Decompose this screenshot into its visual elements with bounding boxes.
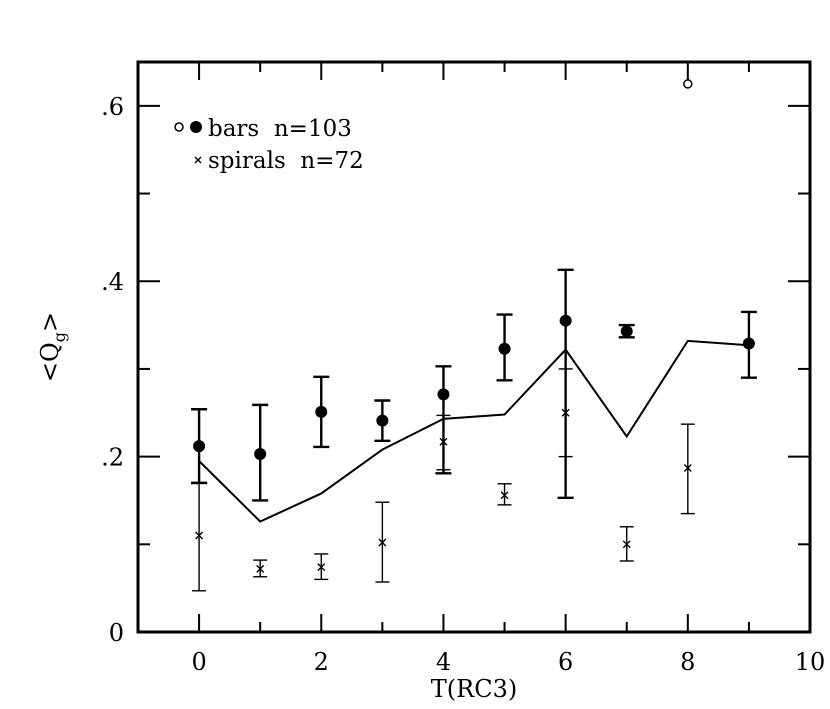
y-tick-label: .6 (101, 93, 124, 121)
bars-point (193, 440, 206, 453)
legend-cross-marker (194, 156, 202, 164)
y-axis-label: <Qg> (36, 312, 69, 382)
x-tick-label: 2 (314, 648, 329, 676)
legend-filled-circle-marker (190, 121, 202, 133)
y-tick-label: .2 (101, 444, 124, 472)
bars-outlier-point (683, 79, 693, 89)
spirals-point (683, 464, 692, 473)
x-tick-label: 8 (680, 648, 695, 676)
spirals-point-stroke (622, 540, 631, 549)
bars-point (254, 447, 267, 460)
tick-labels: 0 2 4 6 8 10 0 .2 .4 .6 (101, 93, 825, 676)
spirals-point-stroke (439, 437, 448, 446)
y-tick-label: 0 (109, 619, 124, 647)
spirals-point-stroke (683, 464, 692, 473)
spirals-point-stroke (317, 563, 326, 572)
errorbar-layer (191, 268, 757, 592)
spirals-point (378, 538, 387, 547)
legend: bars n=103 spirals n=72 (174, 116, 364, 174)
line-layer (198, 339, 749, 523)
x-tick-label: 10 (795, 648, 826, 676)
spirals-point-stroke (378, 538, 387, 547)
bars-point (742, 337, 755, 350)
x-tick-label: 6 (558, 648, 573, 676)
legend-entry-bars: bars n=103 (208, 116, 352, 142)
spirals-point-stroke (256, 564, 265, 573)
spirals-point-stroke (500, 491, 509, 500)
legend-entry-spirals: spirals n=72 (208, 148, 364, 174)
spirals-point (256, 564, 265, 573)
x-tick-label: 0 (191, 648, 206, 676)
axis-ticks (138, 62, 811, 633)
y-axis-label-subscript: g (50, 332, 69, 342)
spirals-point-stroke (195, 531, 204, 540)
spirals-point (439, 437, 448, 446)
marker-layer (193, 79, 755, 573)
bars-point (315, 405, 328, 418)
bars-point (559, 314, 572, 327)
y-tick-label: .4 (101, 268, 124, 296)
bars-point (498, 342, 511, 355)
spirals-point (561, 408, 570, 417)
bars-point (437, 388, 450, 401)
x-tick-label: 4 (436, 648, 451, 676)
spirals-point (622, 540, 631, 549)
series-all-line (198, 339, 749, 523)
x-axis-label: T(RC3) (431, 675, 517, 703)
spirals-point-stroke (561, 408, 570, 417)
legend-open-circle-marker (174, 122, 184, 132)
bars-point (620, 325, 633, 338)
plot-frame (136, 60, 812, 634)
bars-point (376, 414, 389, 427)
spirals-point (500, 491, 509, 500)
spirals-point (195, 531, 204, 540)
spirals-point (317, 563, 326, 572)
